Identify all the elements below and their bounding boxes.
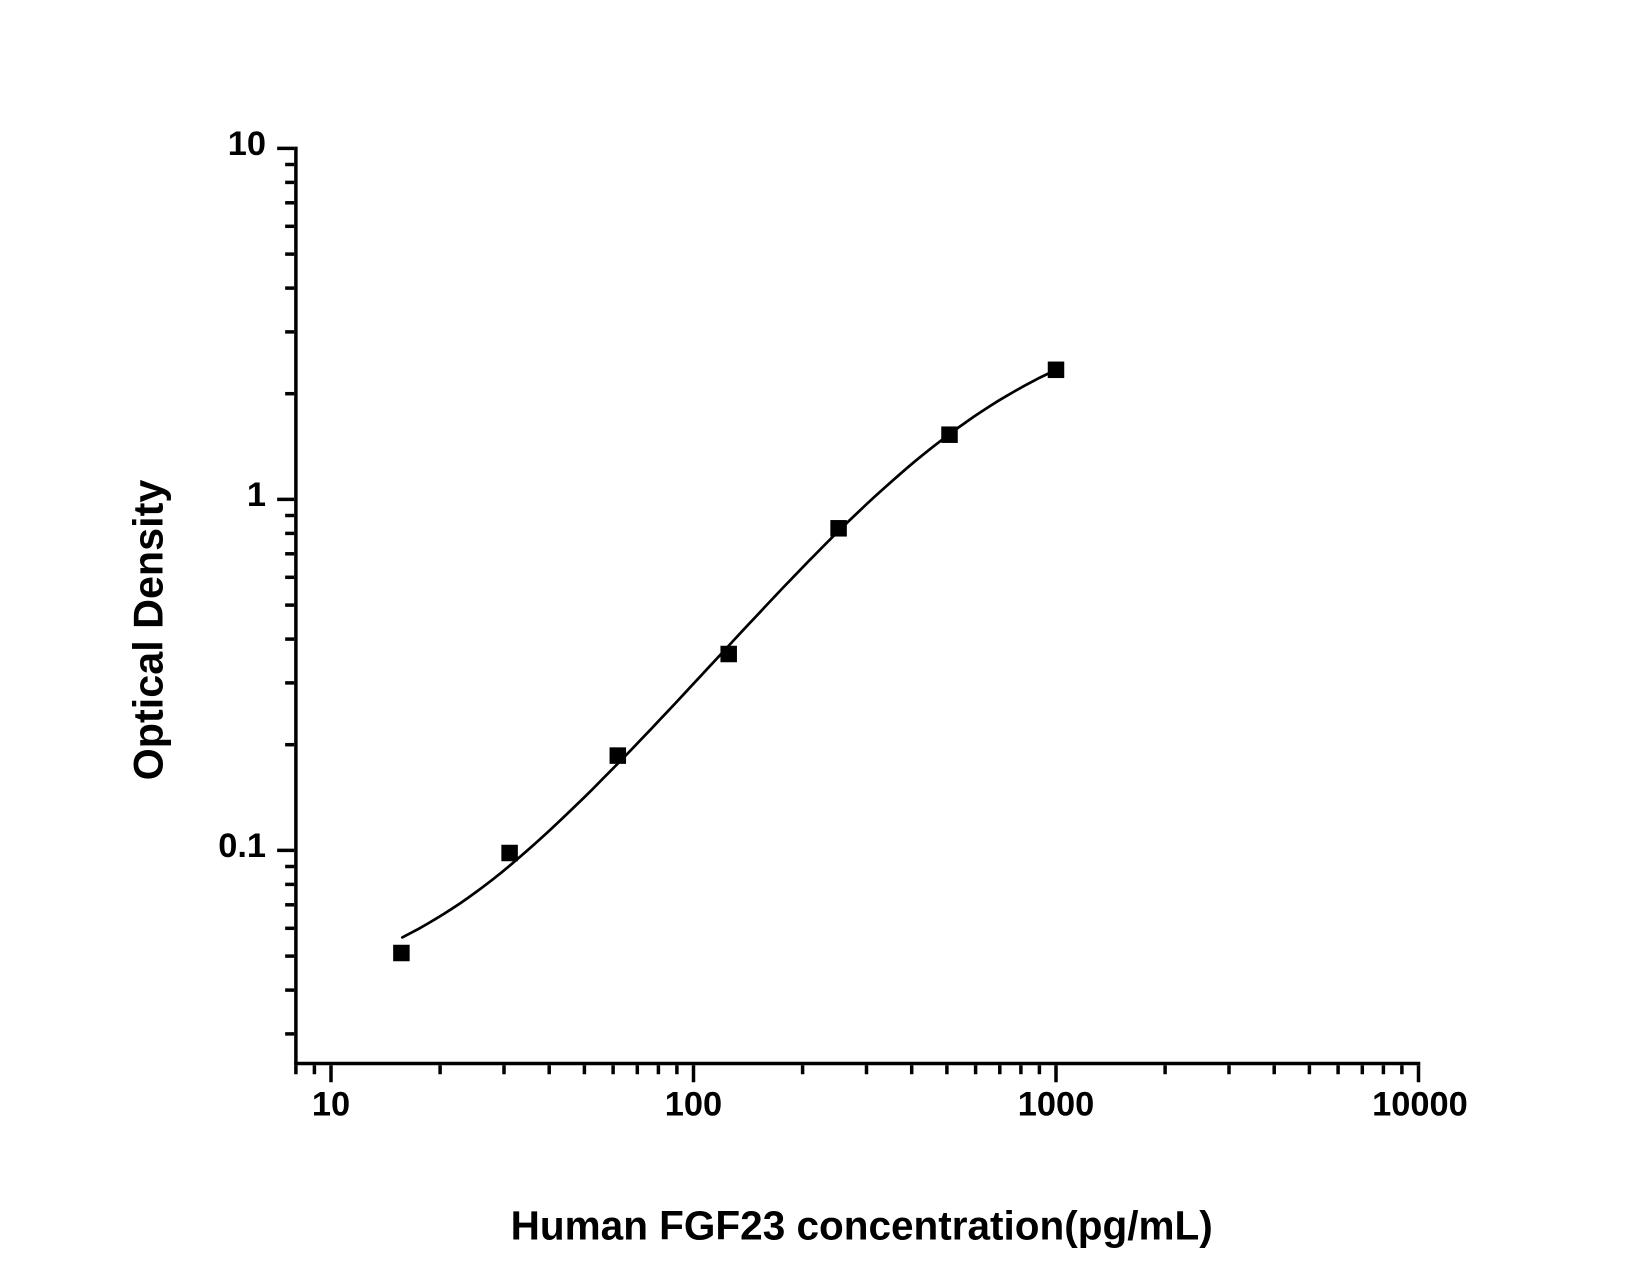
svg-text:1: 1 <box>247 476 266 514</box>
svg-text:10: 10 <box>312 1086 350 1124</box>
svg-text:1000: 1000 <box>1018 1086 1095 1124</box>
svg-text:0.1: 0.1 <box>218 827 266 865</box>
svg-text:Human FGF23 concentration(pg/m: Human FGF23 concentration(pg/mL) <box>511 1203 1213 1249</box>
svg-text:Optical Density: Optical Density <box>126 480 172 781</box>
svg-text:100: 100 <box>665 1086 722 1124</box>
svg-text:10: 10 <box>228 125 266 163</box>
svg-text:10000: 10000 <box>1372 1086 1468 1124</box>
